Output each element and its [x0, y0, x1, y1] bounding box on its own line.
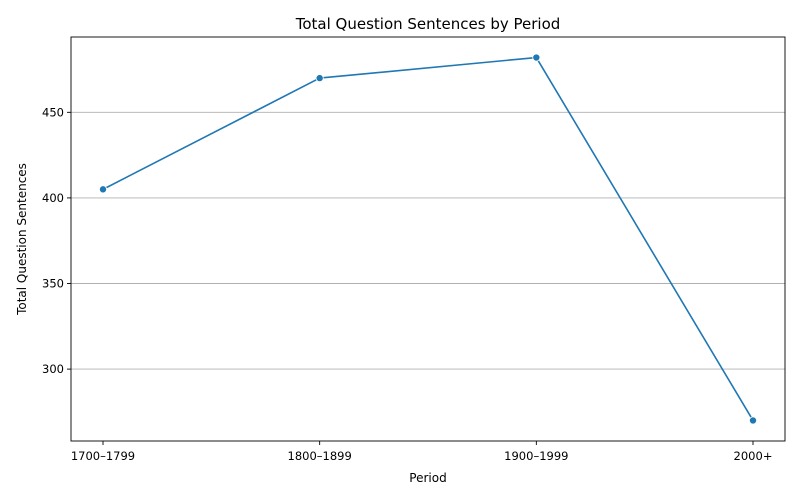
y-tick-label: 450	[42, 105, 64, 119]
x-tick-label: 1900–1999	[504, 449, 568, 463]
series-line	[102, 56, 754, 421]
x-tick-label: 1700–1799	[71, 449, 135, 463]
chart-title: Total Question Sentences by Period	[295, 15, 561, 33]
x-tick-label: 1800–1899	[288, 449, 352, 463]
y-tick-label: 350	[42, 277, 64, 291]
y-tick-label: 300	[42, 362, 64, 376]
y-axis-label: Total Question Sentences	[15, 163, 29, 316]
x-tick-label: 2000+	[734, 449, 773, 463]
series-layer	[99, 53, 758, 425]
data-point	[532, 53, 541, 62]
y-axis-ticks: 300 350 400 450	[42, 105, 71, 376]
data-point	[99, 185, 108, 194]
grid-lines	[71, 111, 785, 370]
data-point	[315, 74, 324, 83]
axes	[70, 36, 786, 442]
data-point	[749, 416, 758, 425]
y-tick-label: 400	[42, 191, 64, 205]
plot-frame	[70, 36, 786, 442]
x-axis-ticks: 1700–1799 1800–1899 1900–1999 2000+	[71, 441, 773, 463]
x-axis-label: Period	[409, 471, 446, 485]
